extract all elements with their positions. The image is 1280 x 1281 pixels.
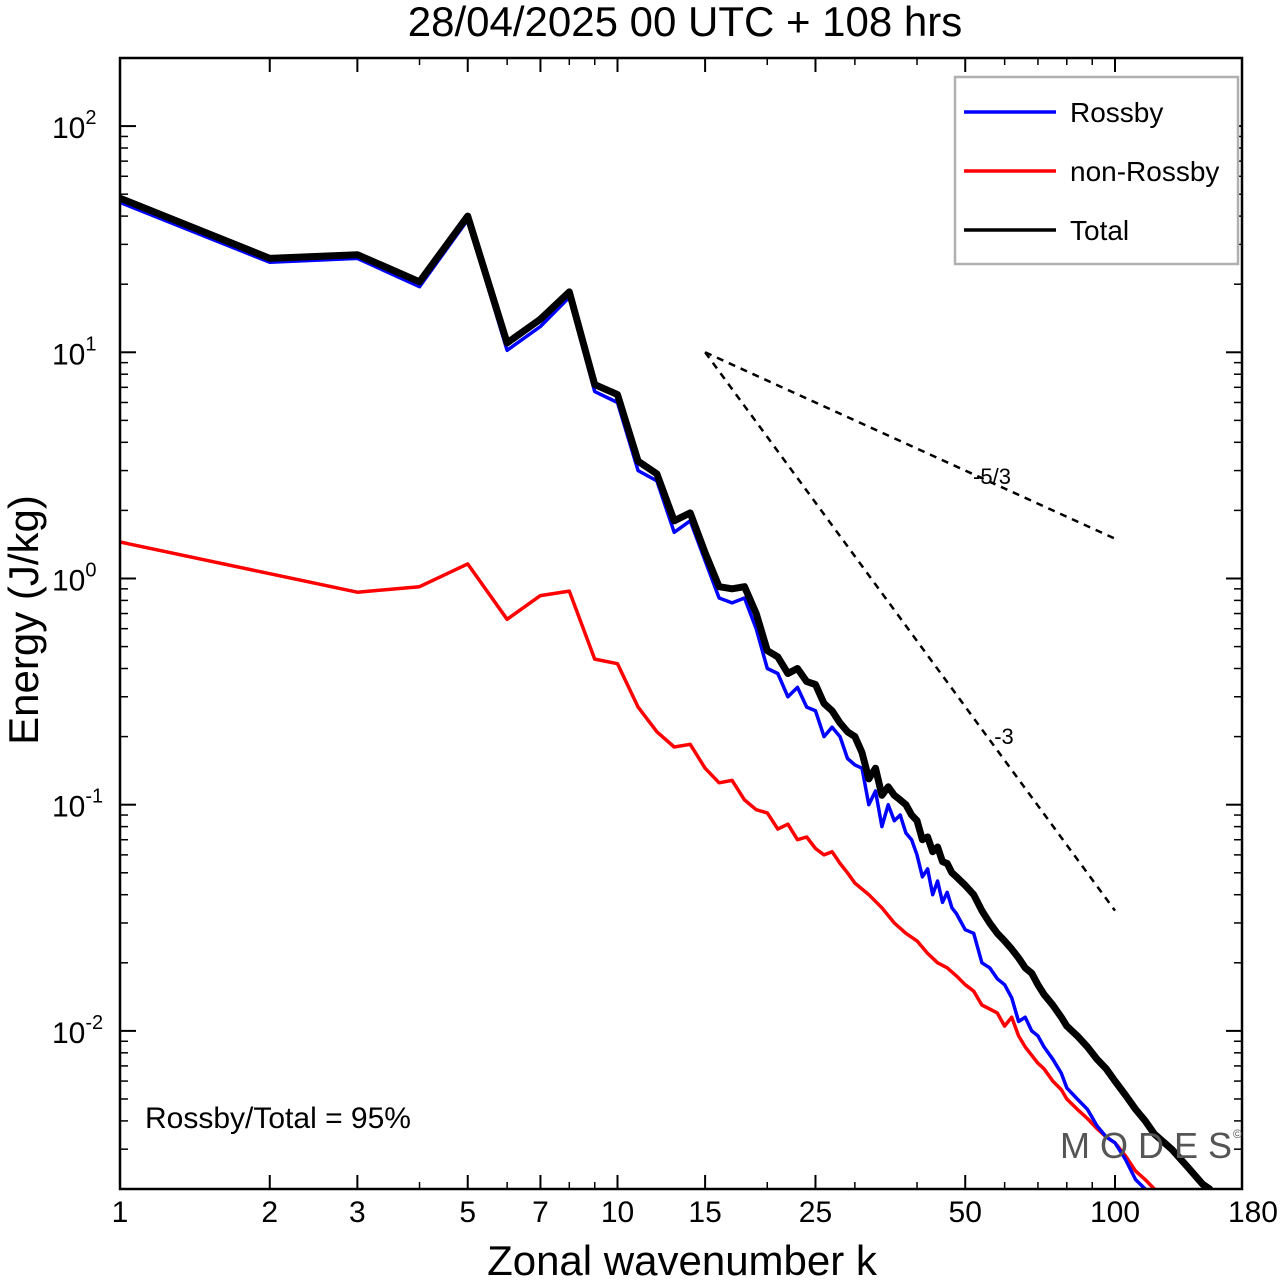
x-tick-label: 50 [949,1196,982,1229]
x-tick-labels: 1 2 3 5 7 10 15 25 50 100 180 [112,1196,1278,1229]
y-tick-label: 100 [52,559,97,597]
watermark-text: MODES [1060,1125,1242,1166]
reference-slope-lines [704,351,1117,912]
y-tick-label: 10-2 [52,1012,103,1050]
series-line-total [120,194,1214,1189]
plot-frame [118,56,1244,1191]
x-tick-label: 7 [532,1196,549,1229]
y-tick-label: 101 [52,333,97,371]
modes-watermark: MODES © [1060,1125,1242,1166]
slope-label: -3 [994,724,1014,749]
y-axis-title: Energy (J/kg) [0,495,47,745]
y-tick-exponent: 0 [85,559,96,581]
rossby-ratio-annotation: Rossby/Total = 95% [145,1102,411,1135]
y-tick-exponent: 2 [85,107,96,129]
series-lines [120,194,1214,1189]
x-tick-label: 1 [112,1196,129,1229]
legend-label-rossby: Rossby [1070,97,1163,128]
legend-label-non-rossby: non-Rossby [1070,156,1219,187]
legend: Rossby non-Rossby Total [953,75,1240,266]
y-tick-exponent: -1 [85,786,103,808]
x-tick-label: 25 [799,1196,832,1229]
y-tick-exponent: 1 [85,333,96,355]
watermark-copyright: © [1233,1127,1242,1141]
reference-line [704,351,1117,912]
series-line-non-rossby [120,540,1157,1189]
y-tick-exponent: -2 [85,1012,103,1034]
x-tick-label: 5 [459,1196,476,1229]
slope-label: -5/3 [973,464,1011,489]
x-axis-title: Zonal wavenumber k [487,1237,878,1281]
x-tick-label: 180 [1228,1196,1278,1229]
legend-label-total: Total [1070,215,1129,246]
x-tick-label: 3 [349,1196,366,1229]
x-tick-label: 2 [261,1196,278,1229]
chart-title: 28/04/2025 00 UTC + 108 hrs [408,0,963,45]
x-tick-label: 10 [601,1196,634,1229]
x-tick-label: 100 [1090,1196,1140,1229]
x-tick-label: 15 [688,1196,721,1229]
reference-line [704,351,1116,540]
slope-labels: -5/3 -3 [973,464,1014,749]
major-ticks [119,58,1243,1189]
